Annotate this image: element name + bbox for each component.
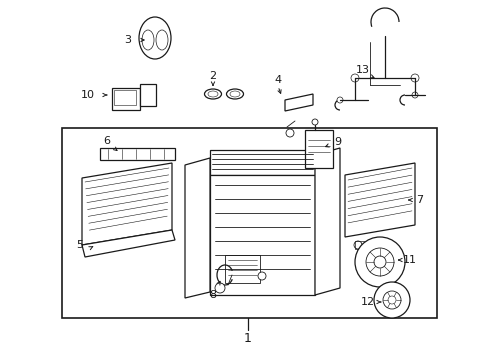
Circle shape xyxy=(311,119,317,125)
Polygon shape xyxy=(82,230,175,257)
Circle shape xyxy=(258,272,265,280)
Circle shape xyxy=(373,256,385,268)
Text: 7: 7 xyxy=(416,195,423,205)
Bar xyxy=(354,241,369,249)
Polygon shape xyxy=(112,88,140,110)
Ellipse shape xyxy=(226,89,243,99)
Bar xyxy=(62,128,436,318)
Text: 13: 13 xyxy=(355,65,369,75)
Ellipse shape xyxy=(156,30,168,50)
Circle shape xyxy=(410,74,418,82)
Ellipse shape xyxy=(207,91,218,97)
Polygon shape xyxy=(82,163,172,245)
Circle shape xyxy=(354,237,404,287)
Text: 11: 11 xyxy=(402,255,416,265)
Text: 12: 12 xyxy=(360,297,374,307)
Bar xyxy=(224,255,260,283)
Circle shape xyxy=(350,74,358,82)
Text: 10: 10 xyxy=(81,90,95,100)
Text: 9: 9 xyxy=(334,137,341,147)
Polygon shape xyxy=(345,163,414,237)
Circle shape xyxy=(285,129,293,137)
Polygon shape xyxy=(209,175,314,295)
Ellipse shape xyxy=(229,91,240,97)
Polygon shape xyxy=(209,150,314,175)
Text: 1: 1 xyxy=(244,332,251,345)
Circle shape xyxy=(387,296,395,304)
Polygon shape xyxy=(314,148,339,295)
Circle shape xyxy=(215,283,224,293)
Circle shape xyxy=(382,291,400,309)
Circle shape xyxy=(373,282,409,318)
Polygon shape xyxy=(100,148,175,160)
Text: 6: 6 xyxy=(103,136,110,146)
Circle shape xyxy=(353,241,361,249)
Ellipse shape xyxy=(204,89,221,99)
Circle shape xyxy=(336,97,342,103)
Polygon shape xyxy=(140,84,156,106)
Circle shape xyxy=(365,248,393,276)
Text: 3: 3 xyxy=(124,35,131,45)
Polygon shape xyxy=(285,94,312,111)
Circle shape xyxy=(411,92,417,98)
Bar xyxy=(114,90,136,105)
Text: 4: 4 xyxy=(274,75,281,85)
Text: 8: 8 xyxy=(209,290,216,300)
Text: 2: 2 xyxy=(209,71,216,81)
Bar xyxy=(305,130,332,168)
Polygon shape xyxy=(184,158,209,298)
Text: 5: 5 xyxy=(76,240,83,250)
Ellipse shape xyxy=(142,30,154,50)
Ellipse shape xyxy=(139,17,171,59)
